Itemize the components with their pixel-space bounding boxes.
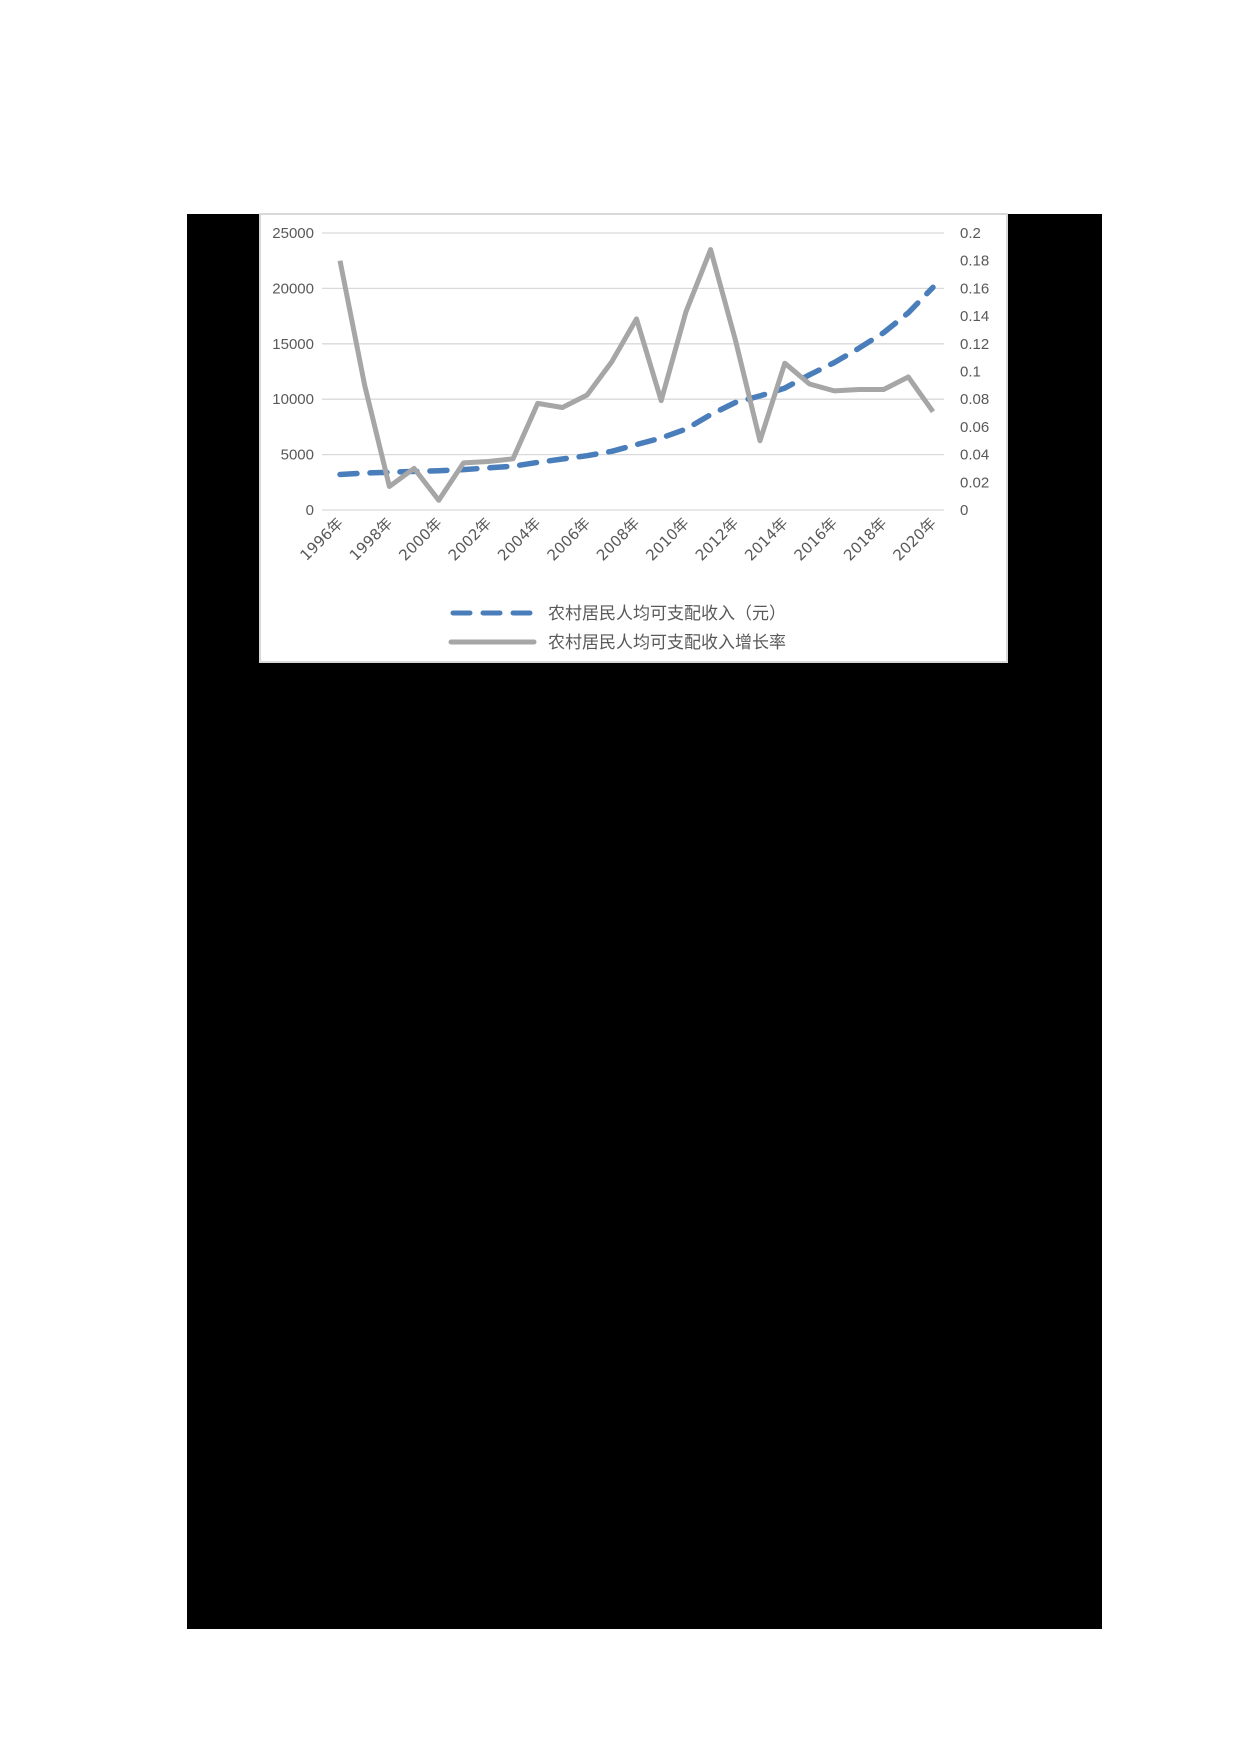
- y-right-tick-label: 0.12: [960, 336, 989, 353]
- x-tick-label: 1996年: [296, 514, 346, 564]
- growth-rate-line: [337, 247, 936, 503]
- x-tick-label: 2012年: [692, 514, 742, 564]
- income-line: [337, 284, 936, 478]
- y-left-tick-label: 5000: [281, 447, 314, 464]
- x-tick-label: 2014年: [741, 514, 791, 564]
- x-tick-label: 2004年: [494, 514, 544, 564]
- legend-label: 农村居民人均可支配收入（元）: [548, 604, 786, 624]
- y-left-tick-label: 20000: [272, 280, 314, 297]
- y-right-tick-label: 0.16: [960, 280, 989, 297]
- x-tick-label: 2008年: [593, 514, 643, 564]
- x-tick-label: 2000年: [395, 514, 445, 564]
- x-tick-label: 2018年: [840, 514, 890, 564]
- chart-panel: 0 5000 10000 15000 20000 25000 0 0.02 0.04 0.06 0…: [259, 213, 1008, 663]
- y-left-tick-label: 0: [306, 502, 314, 519]
- y-right-tick-label: 0.14: [960, 308, 989, 325]
- y-right-tick-label: 0.04: [960, 447, 989, 464]
- x-tick-label: 1998年: [346, 514, 396, 564]
- y-right-tick-label: 0.08: [960, 391, 989, 408]
- legend: 农村居民人均可支配收入（元） 农村居民人均可支配收入增长率: [448, 604, 786, 653]
- y-right-tick-label: 0.06: [960, 419, 989, 436]
- y-right-tick-label: 0.18: [960, 253, 989, 270]
- y-right-tick-label: 0.2: [960, 225, 981, 242]
- x-tick-label: 2006年: [544, 514, 594, 564]
- y-right-tick-label: 0.1: [960, 364, 981, 381]
- y-left-tick-label: 25000: [272, 225, 314, 242]
- y-axis-right: 0 0.02 0.04 0.06 0.08 0.1 0.12 0.14 0.16 0.18 0.2: [960, 225, 989, 519]
- y-right-tick-label: 0.02: [960, 474, 989, 491]
- x-tick-label: 2002年: [445, 514, 495, 564]
- legend-label: 农村居民人均可支配收入增长率: [548, 633, 786, 653]
- series-lines: [337, 247, 936, 503]
- y-left-tick-label: 10000: [272, 391, 314, 408]
- y-axis-left: 0 5000 10000 15000 20000 25000: [272, 225, 314, 519]
- x-tick-label: 2010年: [642, 514, 692, 564]
- x-tick-label: 2020年: [889, 514, 939, 564]
- x-axis: 1996年 1998年 2000年 2002年 2004年 2006年 2008年 2010年…: [296, 514, 939, 564]
- x-tick-label: 2016年: [791, 514, 841, 564]
- gridlines: [322, 232, 944, 511]
- y-left-tick-label: 15000: [272, 336, 314, 353]
- y-right-tick-label: 0: [960, 502, 968, 519]
